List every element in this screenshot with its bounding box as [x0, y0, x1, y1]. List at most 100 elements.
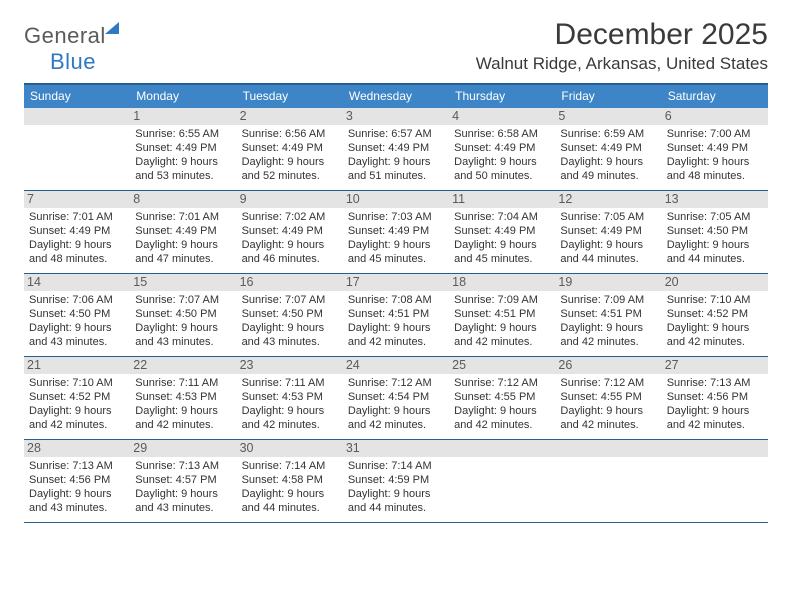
day-cell: 14Sunrise: 7:06 AMSunset: 4:50 PMDayligh… — [24, 274, 130, 356]
day-cell: 11Sunrise: 7:04 AMSunset: 4:49 PMDayligh… — [449, 191, 555, 273]
sunrise-text: Sunrise: 7:08 AM — [348, 293, 444, 307]
week-row: 21Sunrise: 7:10 AMSunset: 4:52 PMDayligh… — [24, 357, 768, 440]
day-cell: 31Sunrise: 7:14 AMSunset: 4:59 PMDayligh… — [343, 440, 449, 522]
day-info: Sunrise: 7:07 AMSunset: 4:50 PMDaylight:… — [135, 293, 231, 349]
day-cell: 8 Sunrise: 7:01 AMSunset: 4:49 PMDaylight… — [130, 191, 236, 273]
day-info: Sunrise: 7:06 AMSunset: 4:50 PMDaylight:… — [29, 293, 125, 349]
daylight-text: Daylight: 9 hours and 43 minutes. — [242, 321, 338, 349]
daylight-text: Daylight: 9 hours and 51 minutes. — [348, 155, 444, 183]
daylight-text: Daylight: 9 hours and 48 minutes. — [667, 155, 763, 183]
day-number: 19 — [555, 274, 661, 291]
day-number: 10 — [343, 191, 449, 208]
sunrise-text: Sunrise: 7:13 AM — [29, 459, 125, 473]
daylight-text: Daylight: 9 hours and 44 minutes. — [667, 238, 763, 266]
sunset-text: Sunset: 4:52 PM — [667, 307, 763, 321]
day-cell: 10Sunrise: 7:03 AMSunset: 4:49 PMDayligh… — [343, 191, 449, 273]
daylight-text: Daylight: 9 hours and 44 minutes. — [348, 487, 444, 515]
sunrise-text: Sunrise: 7:06 AM — [29, 293, 125, 307]
sunrise-text: Sunrise: 7:01 AM — [29, 210, 125, 224]
sunset-text: Sunset: 4:49 PM — [560, 141, 656, 155]
sunset-text: Sunset: 4:49 PM — [348, 224, 444, 238]
day-number: 23 — [237, 357, 343, 374]
day-info: Sunrise: 7:01 AMSunset: 4:49 PMDaylight:… — [135, 210, 231, 266]
daylight-text: Daylight: 9 hours and 42 minutes. — [348, 404, 444, 432]
day-info: Sunrise: 7:10 AMSunset: 4:52 PMDaylight:… — [29, 376, 125, 432]
day-cell: 24 Sunrise: 7:12 AMSunset: 4:54 PMDayligh… — [343, 357, 449, 439]
sunrise-text: Sunrise: 7:01 AM — [135, 210, 231, 224]
day-cell: 30Sunrise: 7:14 AMSunset: 4:58 PMDayligh… — [237, 440, 343, 522]
day-number — [449, 440, 555, 457]
day-info: Sunrise: 7:14 AMSunset: 4:59 PMDaylight:… — [348, 459, 444, 515]
day-info: Sunrise: 7:13 AMSunset: 4:57 PMDaylight:… — [135, 459, 231, 515]
day-cell: 5Sunrise: 6:59 AMSunset: 4:49 PMDaylight… — [555, 108, 661, 190]
day-info: Sunrise: 7:12 AMSunset: 4:54 PMDaylight:… — [348, 376, 444, 432]
day-cell: 29Sunrise: 7:13 AMSunset: 4:57 PMDayligh… — [130, 440, 236, 522]
day-info: Sunrise: 7:00 AMSunset: 4:49 PMDaylight:… — [667, 127, 763, 183]
daylight-text: Daylight: 9 hours and 44 minutes. — [242, 487, 338, 515]
sunrise-text: Sunrise: 7:02 AM — [242, 210, 338, 224]
daylight-text: Daylight: 9 hours and 45 minutes. — [348, 238, 444, 266]
day-cell: 9Sunrise: 7:02 AMSunset: 4:49 PMDaylight… — [237, 191, 343, 273]
sunrise-text: Sunrise: 6:56 AM — [242, 127, 338, 141]
day-info: Sunrise: 7:12 AMSunset: 4:55 PMDaylight:… — [560, 376, 656, 432]
day-info: Sunrise: 7:05 AMSunset: 4:49 PMDaylight:… — [560, 210, 656, 266]
sunset-text: Sunset: 4:56 PM — [29, 473, 125, 487]
day-cell — [662, 440, 768, 522]
logo-word-1: General — [24, 23, 106, 48]
sunset-text: Sunset: 4:50 PM — [667, 224, 763, 238]
dow-friday: Friday — [555, 85, 661, 108]
day-number: 25 — [449, 357, 555, 374]
day-cell: 19Sunrise: 7:09 AMSunset: 4:51 PMDayligh… — [555, 274, 661, 356]
sunrise-text: Sunrise: 7:09 AM — [560, 293, 656, 307]
day-info: Sunrise: 6:55 AMSunset: 4:49 PMDaylight:… — [135, 127, 231, 183]
sunset-text: Sunset: 4:52 PM — [29, 390, 125, 404]
day-number: 16 — [237, 274, 343, 291]
sunset-text: Sunset: 4:51 PM — [348, 307, 444, 321]
day-cell: 26Sunrise: 7:12 AMSunset: 4:55 PMDayligh… — [555, 357, 661, 439]
sunset-text: Sunset: 4:59 PM — [348, 473, 444, 487]
daylight-text: Daylight: 9 hours and 42 minutes. — [560, 404, 656, 432]
sunrise-text: Sunrise: 7:04 AM — [454, 210, 550, 224]
day-cell: 7Sunrise: 7:01 AMSunset: 4:49 PMDaylight… — [24, 191, 130, 273]
dow-sunday: Sunday — [24, 85, 130, 108]
calendar: Sunday Monday Tuesday Wednesday Thursday… — [24, 83, 768, 523]
weeks-container: 1Sunrise: 6:55 AMSunset: 4:49 PMDaylight… — [24, 108, 768, 523]
day-cell — [24, 108, 130, 190]
day-number: 8 — [130, 191, 236, 208]
daylight-text: Daylight: 9 hours and 48 minutes. — [29, 238, 125, 266]
sunset-text: Sunset: 4:51 PM — [454, 307, 550, 321]
day-number: 3 — [343, 108, 449, 125]
sunset-text: Sunset: 4:49 PM — [560, 224, 656, 238]
day-cell: 2Sunrise: 6:56 AMSunset: 4:49 PMDaylight… — [237, 108, 343, 190]
day-number: 24 — [343, 357, 449, 374]
logo: General Blue — [24, 18, 119, 75]
day-cell: 23Sunrise: 7:11 AMSunset: 4:53 PMDayligh… — [237, 357, 343, 439]
sunset-text: Sunset: 4:49 PM — [242, 141, 338, 155]
day-number: 20 — [662, 274, 768, 291]
daylight-text: Daylight: 9 hours and 44 minutes. — [560, 238, 656, 266]
daylight-text: Daylight: 9 hours and 52 minutes. — [242, 155, 338, 183]
day-info: Sunrise: 7:13 AMSunset: 4:56 PMDaylight:… — [29, 459, 125, 515]
day-info: Sunrise: 7:11 AMSunset: 4:53 PMDaylight:… — [135, 376, 231, 432]
sunset-text: Sunset: 4:50 PM — [242, 307, 338, 321]
day-info: Sunrise: 7:14 AMSunset: 4:58 PMDaylight:… — [242, 459, 338, 515]
day-info: Sunrise: 7:09 AMSunset: 4:51 PMDaylight:… — [454, 293, 550, 349]
header: General Blue December 2025 Walnut Ridge,… — [24, 18, 768, 75]
day-cell: 3 Sunrise: 6:57 AMSunset: 4:49 PMDaylight… — [343, 108, 449, 190]
day-info: Sunrise: 7:08 AMSunset: 4:51 PMDaylight:… — [348, 293, 444, 349]
day-info: Sunrise: 6:57 AMSunset: 4:49 PMDaylight:… — [348, 127, 444, 183]
sunrise-text: Sunrise: 7:11 AM — [135, 376, 231, 390]
day-cell: 28Sunrise: 7:13 AMSunset: 4:56 PMDayligh… — [24, 440, 130, 522]
daylight-text: Daylight: 9 hours and 43 minutes. — [135, 487, 231, 515]
day-cell: 20Sunrise: 7:10 AMSunset: 4:52 PMDayligh… — [662, 274, 768, 356]
day-number: 7 — [24, 191, 130, 208]
day-number: 17 — [343, 274, 449, 291]
triangle-icon — [105, 22, 119, 34]
sunset-text: Sunset: 4:53 PM — [135, 390, 231, 404]
sunrise-text: Sunrise: 7:12 AM — [348, 376, 444, 390]
logo-text: General Blue — [24, 22, 119, 75]
day-cell: 25Sunrise: 7:12 AMSunset: 4:55 PMDayligh… — [449, 357, 555, 439]
day-info: Sunrise: 7:04 AMSunset: 4:49 PMDaylight:… — [454, 210, 550, 266]
day-number: 5 — [555, 108, 661, 125]
week-row: 28Sunrise: 7:13 AMSunset: 4:56 PMDayligh… — [24, 440, 768, 523]
